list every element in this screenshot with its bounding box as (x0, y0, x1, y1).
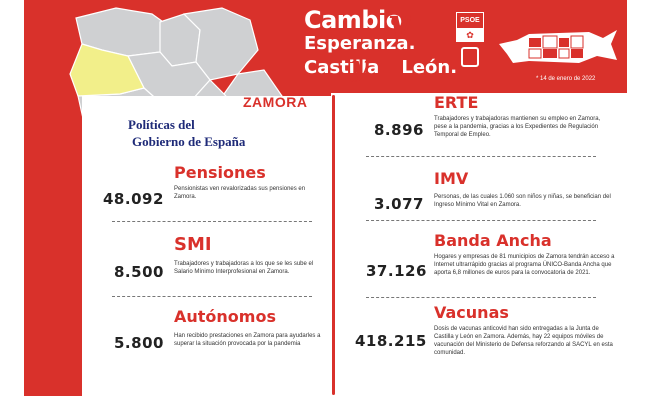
imv-desc-text: Personas, de las cuales 1.060 son niños … (434, 194, 611, 208)
section-subtitle: Políticas del Gobierno de España (128, 116, 245, 150)
imv-title: IMV (434, 169, 469, 188)
autonomos-value: 5.800 (114, 334, 164, 352)
psoe-logo: PSOE ✿ (456, 12, 484, 42)
rose-icon: ✿ (466, 30, 474, 40)
separator (112, 221, 312, 222)
left-panel (82, 96, 332, 396)
separator (366, 297, 596, 298)
headline-leon-word: León. (401, 57, 458, 78)
subtitle-line-2: Gobierno de España (132, 134, 246, 149)
smi-desc-text: Trabajadores y trabajadoras a los que se… (174, 261, 314, 275)
subtitle-line-1: Políticas del (128, 117, 195, 132)
banda-ancha-desc-text: Hogares y empresas de 81 municipios de Z… (434, 254, 615, 276)
imv-value: 3.077 (374, 195, 424, 213)
date-note: * 14 de enero de 2022 (536, 76, 596, 82)
banda-ancha-title: Banda Ancha (434, 231, 552, 250)
autonomos-desc-text: Han recibido prestaciones en Zamora para… (174, 333, 321, 347)
erte-value: 8.896 (374, 121, 424, 139)
headline-y-glyph-2: y (351, 50, 368, 83)
smi-value: 8.500 (114, 263, 164, 281)
province-name: ZAMORA (243, 94, 308, 110)
autonomos-desc: Han recibido prestaciones en Zamora para… (174, 332, 324, 348)
headline-castilla-word: Castilla (304, 57, 380, 78)
pensiones-title: Pensiones (174, 163, 266, 182)
vacunas-value: 418.215 (355, 332, 427, 350)
castilla-leon-flag (499, 30, 617, 63)
vacunas-desc-text: Dosis de vacunas anticovid han sido entr… (434, 326, 613, 356)
psoe-logo-text: PSOE (457, 13, 483, 28)
autonomos-title: Autónomos (174, 307, 276, 326)
pensiones-desc: Pensionistas ven revalorizadas sus pensi… (174, 185, 324, 201)
vacunas-title: Vacunas (434, 303, 509, 322)
headline-castilla: Castilla León. (304, 57, 457, 78)
headline-y-glyph: y (388, 2, 409, 44)
center-divider (332, 95, 335, 395)
right-panel (331, 93, 627, 396)
separator (112, 296, 312, 297)
headline-cambio: Cambio (304, 6, 402, 34)
infographic: Cambio y Esperanza. Castilla León. y PSOE… (24, 0, 627, 396)
erte-desc-text: Trabajadores y trabajadoras mantienen su… (434, 116, 601, 138)
banda-ancha-desc: Hogares y empresas de 81 municipios de Z… (434, 253, 619, 277)
imv-desc: Personas, de las cuales 1.060 son niños … (434, 193, 619, 209)
pensiones-desc-text: Pensionistas ven revalorizadas sus pensi… (174, 186, 306, 200)
erte-desc: Trabajadores y trabajadoras mantienen su… (434, 115, 614, 139)
separator (366, 220, 596, 221)
separator (366, 156, 596, 157)
region-emblem-icon (461, 47, 479, 67)
province-zamora (69, 43, 145, 97)
headline-esperanza: Esperanza. (304, 33, 416, 54)
erte-title: ERTE (434, 93, 479, 112)
smi-desc: Trabajadores y trabajadoras a los que se… (174, 260, 329, 276)
campaign-banner: Cambio y Esperanza. Castilla León. y PSOE… (280, 0, 627, 92)
banda-ancha-value: 37.126 (366, 262, 427, 280)
pensiones-value: 48.092 (103, 190, 164, 208)
smi-title: SMI (174, 234, 212, 255)
vacunas-desc: Dosis de vacunas anticovid han sido entr… (434, 325, 619, 357)
